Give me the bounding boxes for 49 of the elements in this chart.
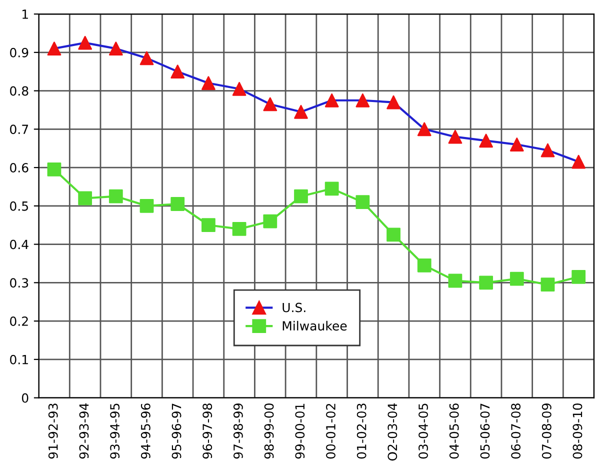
y-tick-label: 0.2 <box>10 316 28 326</box>
x-tick-label: 93-94-95 <box>110 404 120 459</box>
point <box>263 97 278 112</box>
x-tick-label: 07-08-09 <box>542 404 552 459</box>
point <box>417 122 432 136</box>
point <box>572 154 586 169</box>
point <box>448 130 462 144</box>
x-tick-label: 98-99-00 <box>264 403 274 459</box>
point <box>47 42 62 56</box>
y-tick-label: 0.9 <box>10 48 28 58</box>
x-tick-label: 00-01-02 <box>326 404 336 459</box>
x-tick-label: 91-92-93 <box>48 404 58 459</box>
x-tick-label: 08-09-10 <box>572 403 582 459</box>
point <box>232 82 246 96</box>
point <box>324 93 339 108</box>
point <box>108 42 123 56</box>
y-tick-label: 1 <box>22 10 28 19</box>
x-tick-label: 95-96-97 <box>172 404 182 459</box>
y-tick-label: 0.4 <box>10 240 28 250</box>
legend-label: U.S. <box>282 302 306 312</box>
y-tick-label: 0.6 <box>10 163 28 172</box>
y-tick-label: 0.1 <box>10 354 28 364</box>
point <box>170 64 185 79</box>
x-tick-label: 03-04-05 <box>418 404 428 459</box>
x-tick-label: 04-05-06 <box>449 403 459 459</box>
y-tick-label: 0.3 <box>10 278 28 288</box>
point <box>202 76 216 90</box>
x-tick-label: 92-93-94 <box>79 403 89 459</box>
x-tick-label: 96-97-98 <box>202 404 212 459</box>
x-tick-label: 97-98-99 <box>233 404 243 459</box>
x-tick-label: 99-00-01 <box>295 404 305 459</box>
point <box>356 93 370 108</box>
point <box>510 138 524 152</box>
x-tick-label: 01-02-03 <box>356 404 366 459</box>
x-tick-label: O2-03-04 <box>388 403 398 461</box>
point <box>78 36 92 50</box>
point <box>294 104 308 119</box>
y-tick-label: 0.7 <box>10 124 28 134</box>
y-tick-label: 0.5 <box>10 201 28 211</box>
y-tick-label: 0.8 <box>10 86 28 96</box>
point <box>140 51 154 66</box>
x-tick-label: 05-06-07 <box>480 404 490 459</box>
x-tick-label: 06-07-08 <box>511 404 521 459</box>
x-tick-label: 94-95-96 <box>140 403 150 459</box>
legend-label: Milwaukee <box>282 320 347 331</box>
point <box>479 134 494 148</box>
y-tick-label: 0 <box>22 393 28 403</box>
point <box>540 143 555 158</box>
point <box>386 95 400 110</box>
